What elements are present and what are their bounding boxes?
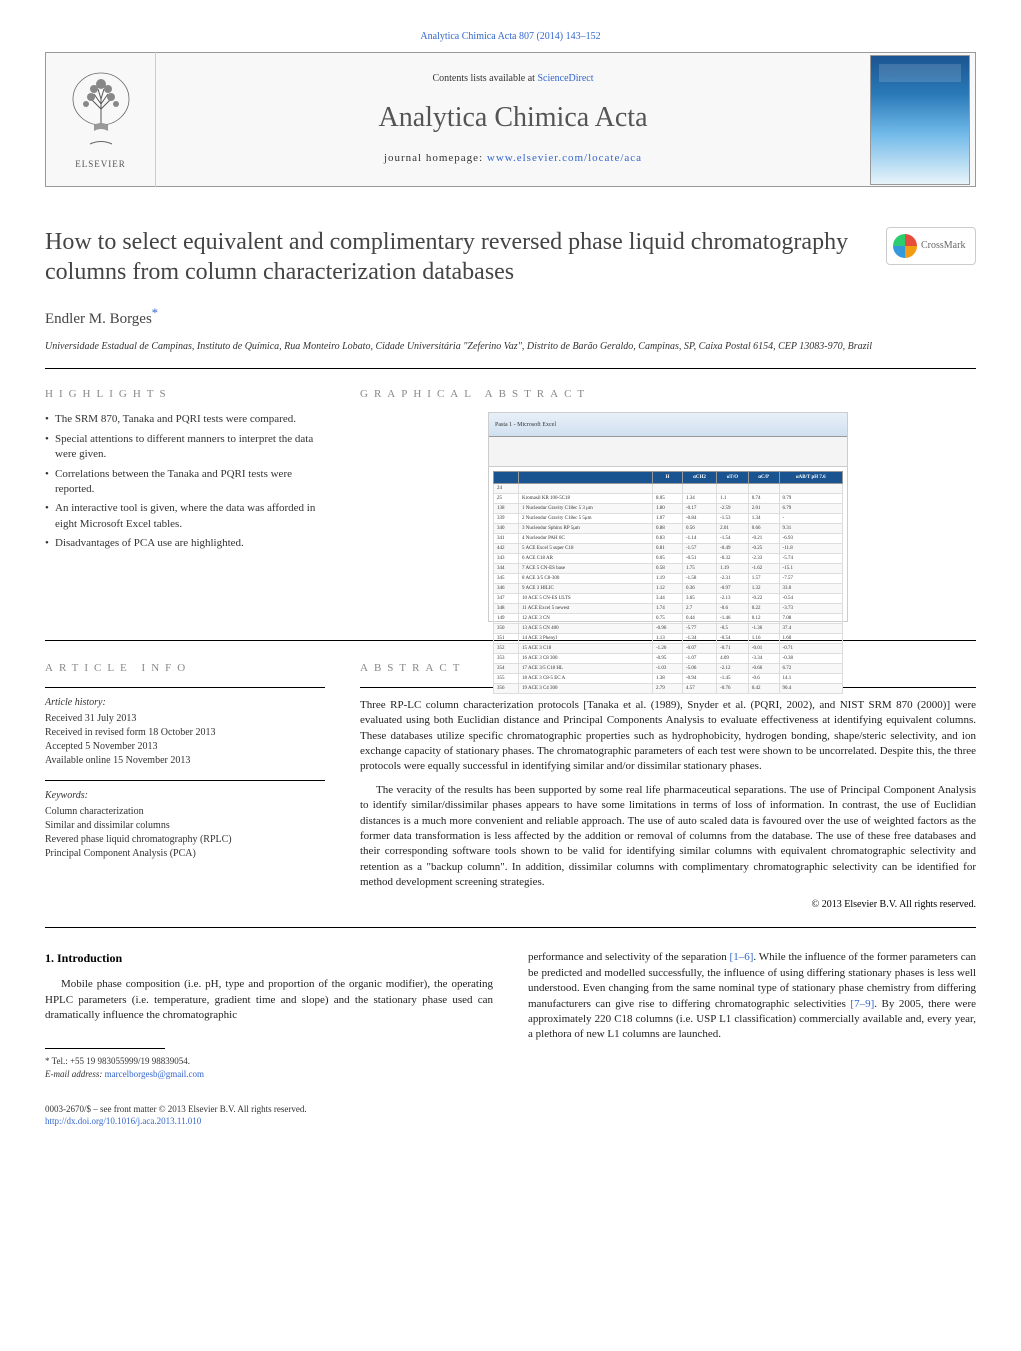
graphical-abstract-image: Pasta 1 - Microsoft Excel HαCH2αT/OαC/Pα… xyxy=(488,412,848,622)
body-left-column: 1. Introduction Mobile phase composition… xyxy=(45,950,493,1080)
article-info-section: ARTICLE INFO Article history: Received 3… xyxy=(45,661,325,912)
body-right-column: performance and selectivity of the separ… xyxy=(528,950,976,1080)
abstract-text: Three RP-LC column characterization prot… xyxy=(360,698,976,891)
graphical-abstract-section: GRAPHICAL ABSTRACT Pasta 1 - Microsoft E… xyxy=(360,387,976,622)
history-line: Received 31 July 2013 xyxy=(45,712,325,726)
abstract-copyright: © 2013 Elsevier B.V. All rights reserved… xyxy=(360,898,976,912)
footnote-email-label: E-mail address: xyxy=(45,1069,102,1079)
rp1: performance and selectivity of the separ… xyxy=(528,951,730,963)
affiliation: Universidade Estadual de Campinas, Insti… xyxy=(45,340,976,369)
abstract-paragraph: Three RP-LC column characterization prot… xyxy=(360,698,976,775)
homepage-line: journal homepage: www.elsevier.com/locat… xyxy=(166,151,860,166)
excel-grid: HαCH2αT/OαC/PαAB/T pH 7.62425Kromasil KR… xyxy=(489,467,847,698)
keyword-line: Column characterization xyxy=(45,805,325,819)
journal-cover-thumbnail xyxy=(870,55,970,185)
body-text-right: performance and selectivity of the separ… xyxy=(528,950,976,1042)
section-title: Introduction xyxy=(57,951,122,965)
abstract-section: ABSTRACT Three RP-LC column characteriza… xyxy=(360,661,976,912)
doi-link[interactable]: http://dx.doi.org/10.1016/j.aca.2013.11.… xyxy=(45,1116,201,1126)
keywords-label: Keywords: xyxy=(45,789,325,803)
history-label: Article history: xyxy=(45,696,325,710)
homepage-prefix: journal homepage: xyxy=(384,152,487,164)
contents-line: Contents lists available at ScienceDirec… xyxy=(166,72,860,86)
homepage-link[interactable]: www.elsevier.com/locate/aca xyxy=(487,152,642,164)
author-corresponding-mark: * xyxy=(152,306,158,320)
corresponding-footnote: * Tel.: +55 19 983055999/19 98839054. E-… xyxy=(45,1055,493,1080)
footnote-separator xyxy=(45,1048,165,1049)
body-text-left: Mobile phase composition (i.e. pH, type … xyxy=(45,977,493,1023)
history-line: Available online 15 November 2013 xyxy=(45,754,325,768)
excel-titlebar: Pasta 1 - Microsoft Excel xyxy=(489,413,847,437)
highlight-item: Special attentions to different manners … xyxy=(45,432,325,463)
highlights-heading: HIGHLIGHTS xyxy=(45,387,325,402)
citation-link-1[interactable]: [1–6] xyxy=(730,951,754,963)
citation-link-2[interactable]: [7–9] xyxy=(850,998,874,1010)
journal-title: Analytica Chimica Acta xyxy=(166,98,860,137)
highlight-item: An interactive tool is given, where the … xyxy=(45,501,325,532)
history-line: Accepted 5 November 2013 xyxy=(45,740,325,754)
keyword-line: Principal Component Analysis (PCA) xyxy=(45,847,325,861)
crossmark-badge[interactable]: CrossMark xyxy=(886,227,976,265)
author-name: Endler M. Borges* xyxy=(45,305,976,330)
section-heading: 1. Introduction xyxy=(45,950,493,967)
abstract-paragraph: The veracity of the results has been sup… xyxy=(360,783,976,891)
section-number: 1. xyxy=(45,951,54,965)
highlight-item: Disadvantages of PCA use are highlighted… xyxy=(45,536,325,551)
footer-issn: 0003-2670/$ – see front matter © 2013 El… xyxy=(45,1103,976,1116)
intro-para-right: performance and selectivity of the separ… xyxy=(528,950,976,1042)
intro-para-left: Mobile phase composition (i.e. pH, type … xyxy=(45,977,493,1023)
highlights-section: HIGHLIGHTS The SRM 870, Tanaka and PQRI … xyxy=(45,387,325,622)
sciencedirect-link[interactable]: ScienceDirect xyxy=(537,73,593,84)
excel-ribbon xyxy=(489,437,847,467)
footer: 0003-2670/$ – see front matter © 2013 El… xyxy=(45,1103,976,1128)
history-line: Received in revised form 18 October 2013 xyxy=(45,726,325,740)
journal-reference-link[interactable]: Analytica Chimica Acta 807 (2014) 143–15… xyxy=(45,30,976,44)
highlight-item: The SRM 870, Tanaka and PQRI tests were … xyxy=(45,412,325,427)
crossmark-icon xyxy=(893,234,917,258)
graphical-abstract-heading: GRAPHICAL ABSTRACT xyxy=(360,387,976,402)
publisher-logo: ELSEVIER xyxy=(46,52,156,187)
footnote-tel: * Tel.: +55 19 983055999/19 98839054. xyxy=(45,1055,493,1068)
article-info-heading: ARTICLE INFO xyxy=(45,661,325,676)
highlights-list: The SRM 870, Tanaka and PQRI tests were … xyxy=(45,412,325,551)
article-history: Article history: Received 31 July 2013Re… xyxy=(45,696,325,768)
highlight-item: Correlations between the Tanaka and PQRI… xyxy=(45,467,325,498)
contents-prefix: Contents lists available at xyxy=(432,73,537,84)
author-text: Endler M. Borges xyxy=(45,311,152,327)
publisher-name: ELSEVIER xyxy=(75,158,126,171)
header-center: Contents lists available at ScienceDirec… xyxy=(156,62,870,177)
footnote-email-link[interactable]: marcelborgesb@gmail.com xyxy=(105,1069,204,1079)
journal-header: ELSEVIER Contents lists available at Sci… xyxy=(45,52,976,187)
elsevier-tree-icon xyxy=(66,69,136,154)
crossmark-label: CrossMark xyxy=(921,239,965,253)
article-title: How to select equivalent and complimenta… xyxy=(45,227,866,287)
excel-table: HαCH2αT/OαC/PαAB/T pH 7.62425Kromasil KR… xyxy=(493,471,843,694)
keyword-line: Revered phase liquid chromatography (RPL… xyxy=(45,833,325,847)
keywords-block: Keywords: Column characterizationSimilar… xyxy=(45,789,325,861)
keyword-line: Similar and dissimilar columns xyxy=(45,819,325,833)
